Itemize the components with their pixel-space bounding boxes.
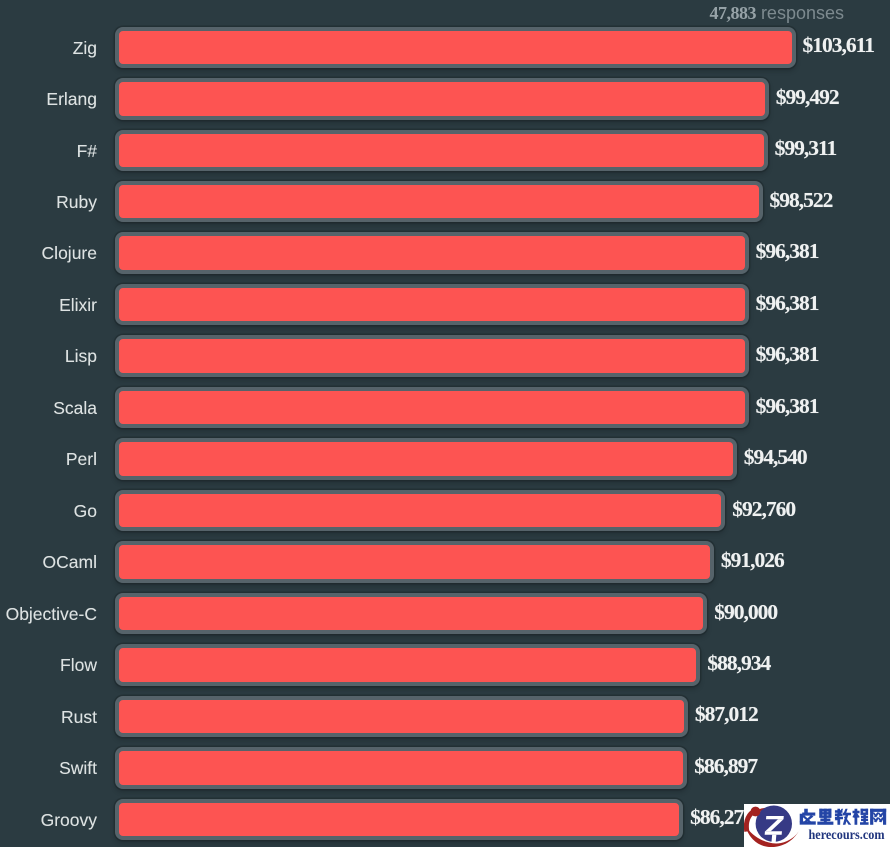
svg-text:herecours.com: herecours.com (809, 827, 886, 842)
